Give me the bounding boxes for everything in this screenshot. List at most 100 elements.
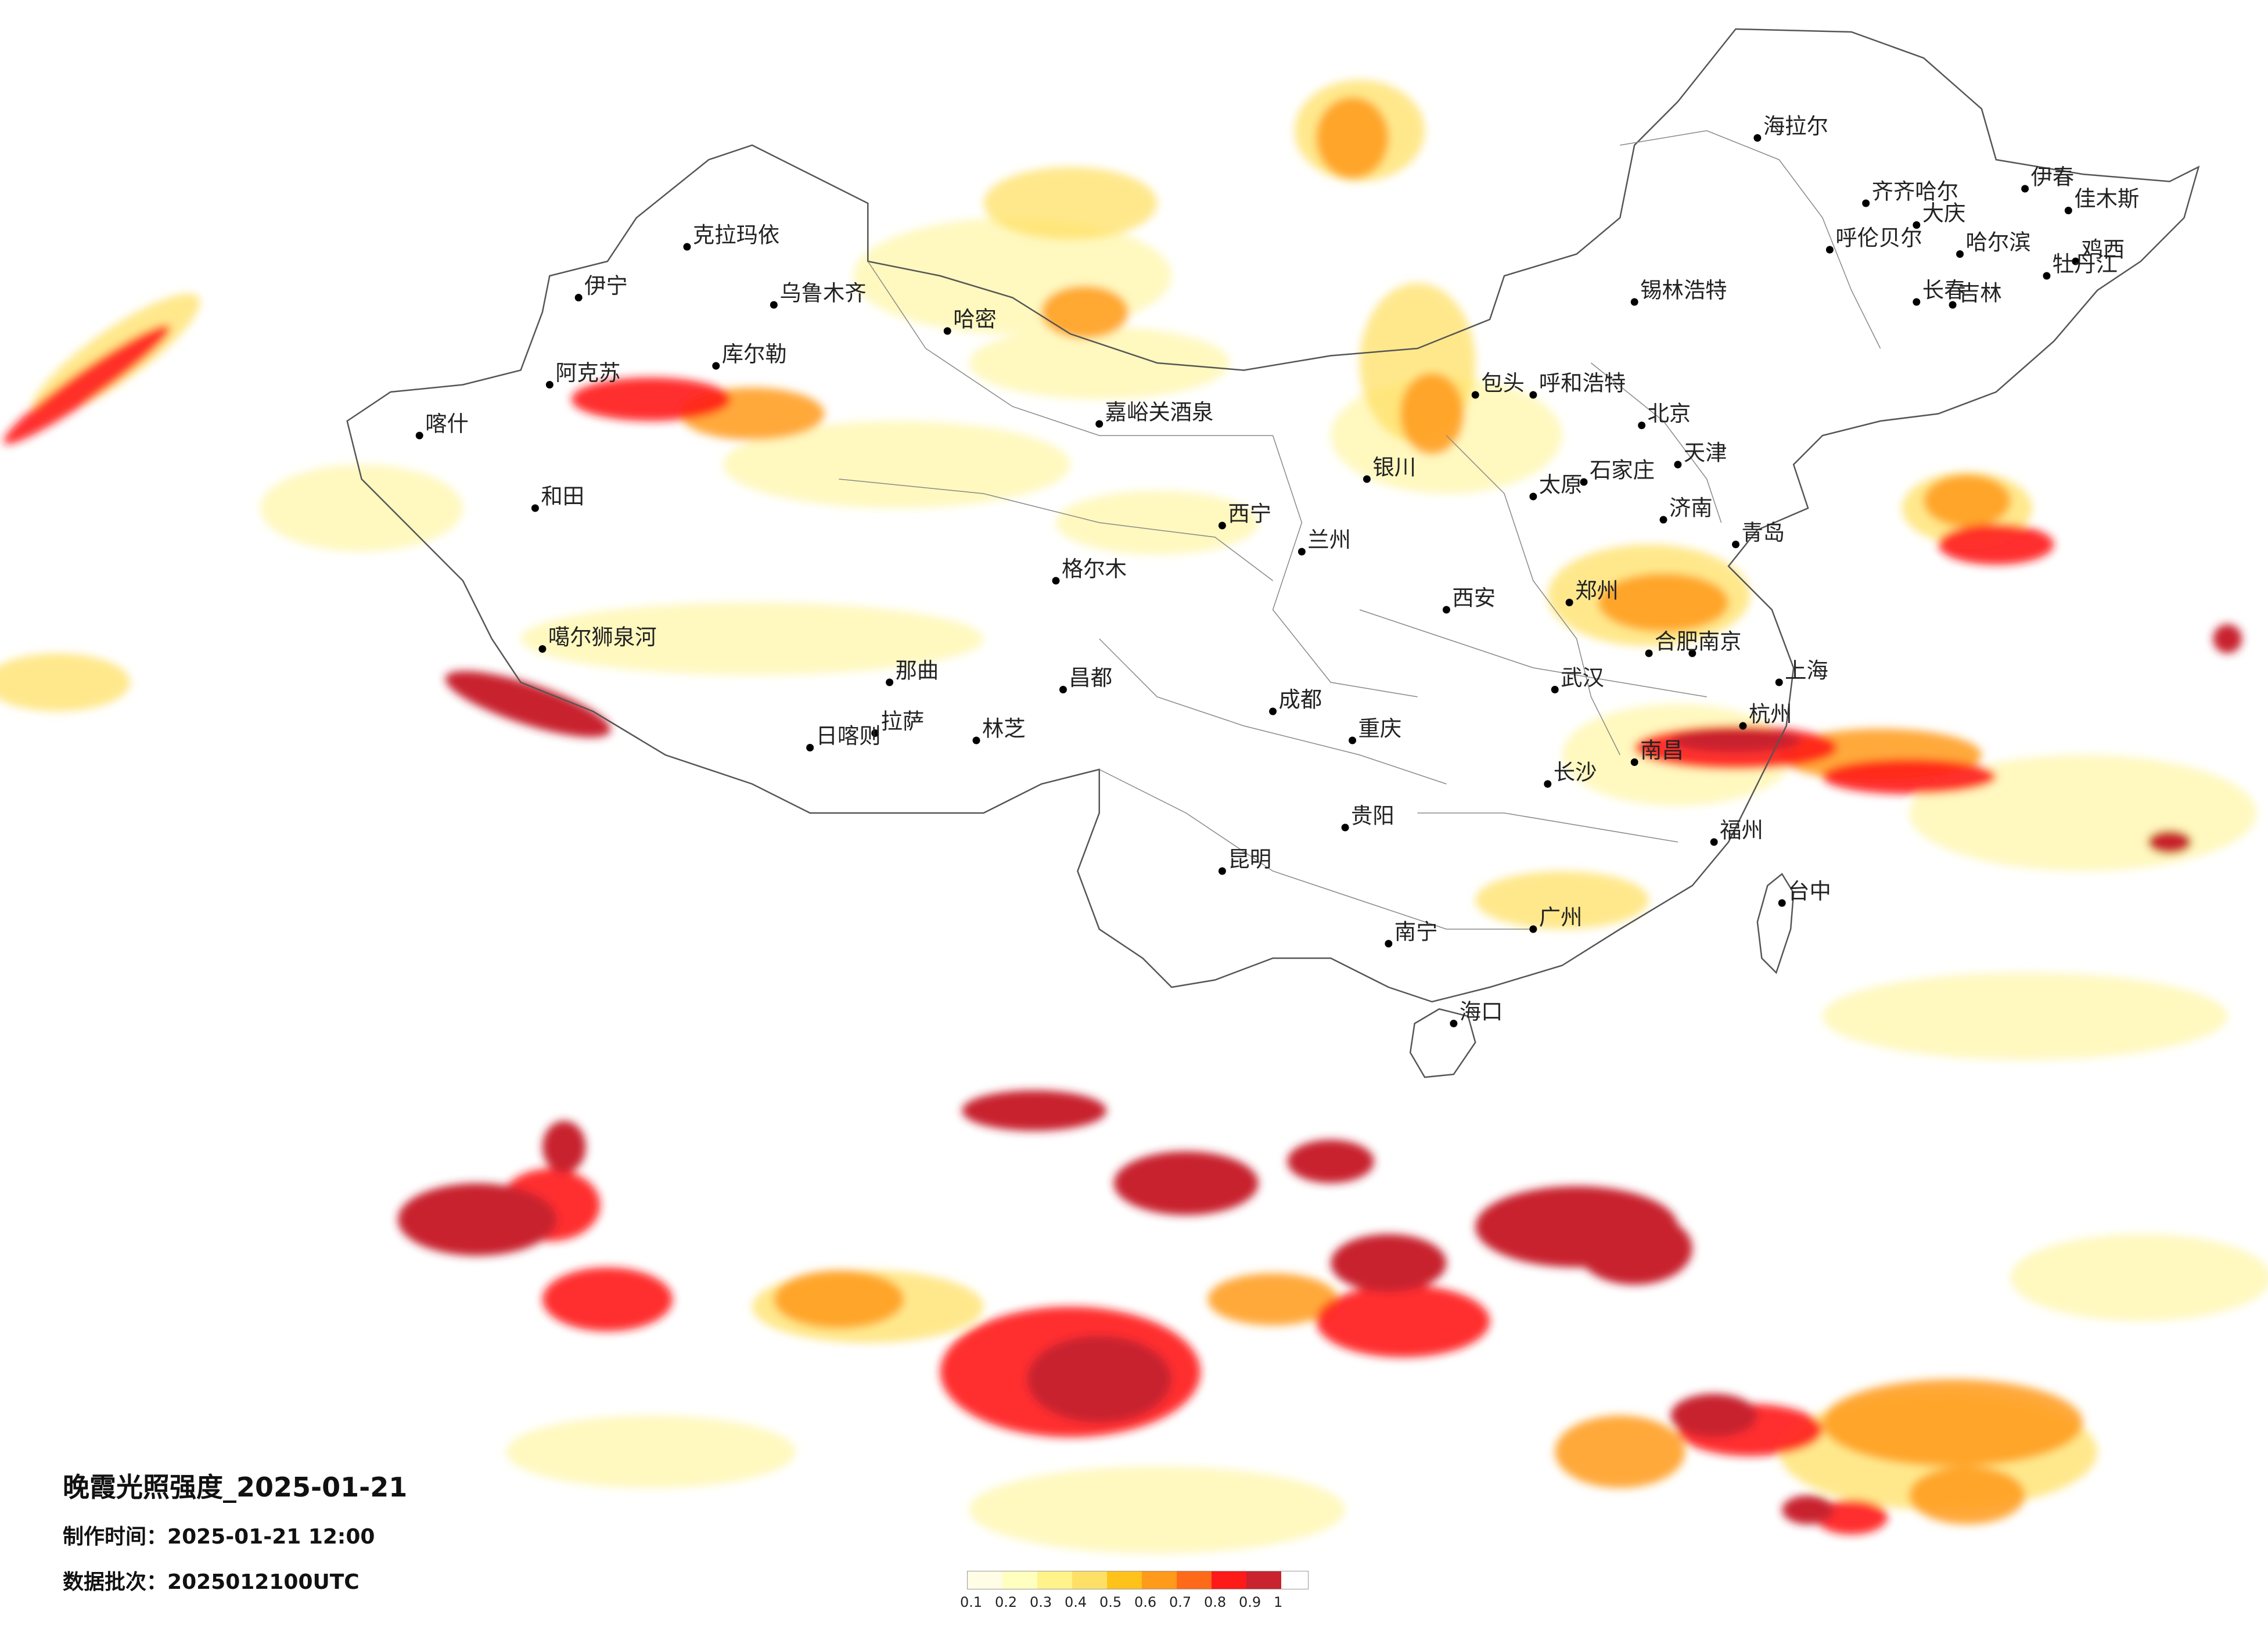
city-label: 西宁: [1228, 501, 1271, 526]
city-label: 和田: [541, 483, 584, 509]
made-time-value: 2025-01-21 12:00: [167, 1525, 375, 1549]
legend-swatch: [1212, 1571, 1246, 1589]
city-marker: 和田: [531, 483, 584, 512]
made-time-line: 制作时间：2025-01-21 12:00: [63, 1520, 407, 1550]
city-marker: 西安: [1442, 585, 1496, 614]
city-dot: [531, 504, 539, 512]
city-marker: 南宁: [1385, 919, 1438, 948]
city-label: 石家庄: [1590, 457, 1655, 483]
city-dot: [538, 645, 547, 653]
city-dot: [1442, 606, 1450, 614]
city-label: 喀什: [425, 411, 469, 436]
legend-tick-label: 0.8: [1204, 1594, 1227, 1610]
city-dot: [1544, 780, 1552, 788]
made-time-label: 制作时间：: [63, 1525, 168, 1549]
city-marker: 牡丹江: [2043, 251, 2118, 280]
city-dot: [2043, 272, 2051, 280]
city-label: 杭州: [1749, 701, 1792, 726]
city-dot: [415, 431, 423, 440]
city-dot: [1363, 475, 1371, 483]
city-dot: [1688, 649, 1696, 657]
city-dot: [1710, 838, 1718, 846]
city-dot: [1630, 758, 1638, 767]
city-marker: 天津: [1674, 440, 1727, 469]
city-label: 伊宁: [584, 273, 628, 298]
city-dot: [1385, 940, 1393, 948]
title-block: 晚霞光照强度_2025-01-21 制作时间：2025-01-21 12:00 …: [63, 1466, 407, 1610]
city-label: 包头: [1481, 370, 1525, 395]
legend-swatch: [1246, 1571, 1281, 1589]
city-marker: 鸡西: [2072, 236, 2125, 265]
city-label: 佳木斯: [2074, 186, 2139, 211]
city-marker: 上海: [1775, 657, 1828, 686]
taiwan-outline: [1756, 873, 1795, 974]
city-label: 上海: [1785, 657, 1828, 683]
color-legend: 0.1 0.2 0.3 0.4 0.5 0.6 0.7 0.8 0.9 1: [960, 1571, 1309, 1610]
city-label: 呼和浩特: [1539, 370, 1626, 395]
city-label: 库尔勒: [722, 341, 787, 366]
legend-ticks: 0.1 0.2 0.3 0.4 0.5 0.6 0.7 0.8 0.9 1: [960, 1594, 1309, 1610]
city-marker: 杭州: [1739, 701, 1792, 730]
city-marker: 克拉玛依: [683, 222, 779, 251]
city-dot: [1529, 925, 1537, 933]
city-label: 重庆: [1358, 715, 1402, 741]
city-marker: 青岛: [1732, 520, 1785, 548]
city-dot: [2072, 257, 2080, 265]
city-label: 长春: [1922, 277, 1966, 303]
city-label: 天津: [1684, 440, 1727, 465]
city-dot: [1956, 250, 1964, 258]
city-marker: 日喀则: [806, 723, 881, 752]
city-dot: [1778, 899, 1786, 907]
city-label: 西安: [1452, 585, 1496, 610]
city-label: 成都: [1279, 686, 1322, 712]
city-label: 南宁: [1394, 919, 1438, 944]
city-label: 青岛: [1741, 520, 1785, 545]
city-dot: [1450, 1020, 1458, 1028]
hainan-outline: [1409, 1008, 1476, 1078]
city-marker: 哈尔滨: [1956, 229, 2031, 258]
city-dot: [1630, 298, 1638, 306]
city-marker: 齐齐哈尔: [1862, 178, 1958, 207]
city-dot: [1341, 823, 1349, 832]
city-marker: 太原: [1529, 472, 1582, 501]
city-label: 北京: [1648, 401, 1691, 426]
city-marker: 乌鲁木齐: [770, 280, 867, 309]
city-marker: 昌都: [1059, 665, 1112, 693]
city-marker: 南昌: [1630, 738, 1684, 767]
city-dot: [1269, 707, 1277, 715]
city-label: 昆明: [1228, 846, 1271, 872]
city-marker: 喀什: [415, 411, 469, 440]
city-marker: 阿克苏: [545, 360, 620, 388]
city-label: 阿克苏: [555, 360, 620, 386]
city-marker: 那曲: [886, 657, 939, 686]
city-label: 大庆: [1922, 200, 1966, 226]
legend-tick-label: 0.9: [1239, 1594, 1261, 1610]
city-marker: 银川: [1363, 454, 1416, 483]
city-marker: 噶尔狮泉河: [538, 624, 657, 653]
city-marker: 北京: [1638, 401, 1691, 429]
legend-tick-label: 0.5: [1099, 1594, 1122, 1610]
city-marker: 吉林: [1949, 280, 2002, 309]
city-dot: [1739, 722, 1747, 730]
city-marker: 呼伦贝尔: [1825, 225, 1922, 254]
city-marker: 贵阳: [1341, 803, 1394, 832]
city-marker: 嘉峪关酒泉: [1095, 399, 1214, 428]
city-dot: [1059, 686, 1067, 693]
city-dot: [1529, 492, 1537, 501]
batch-label: 数据批次：: [63, 1570, 168, 1594]
city-marker: 长沙: [1544, 759, 1597, 788]
city-label: 合肥: [1655, 628, 1698, 654]
city-label: 嘉峪关酒泉: [1105, 399, 1214, 425]
city-dot: [1529, 391, 1537, 399]
city-marker: 南京: [1688, 628, 1741, 657]
batch-value: 2025012100UTC: [167, 1570, 360, 1594]
city-label: 克拉玛依: [693, 222, 779, 247]
city-marker: 林芝: [972, 715, 1026, 744]
city-label: 吉林: [1958, 280, 2002, 305]
legend-tick-label: 0.3: [1030, 1594, 1052, 1610]
city-marker: 台中: [1778, 878, 1831, 907]
city-dot: [1580, 478, 1588, 486]
city-dot: [1565, 599, 1573, 606]
city-marker: 武汉: [1551, 665, 1604, 693]
